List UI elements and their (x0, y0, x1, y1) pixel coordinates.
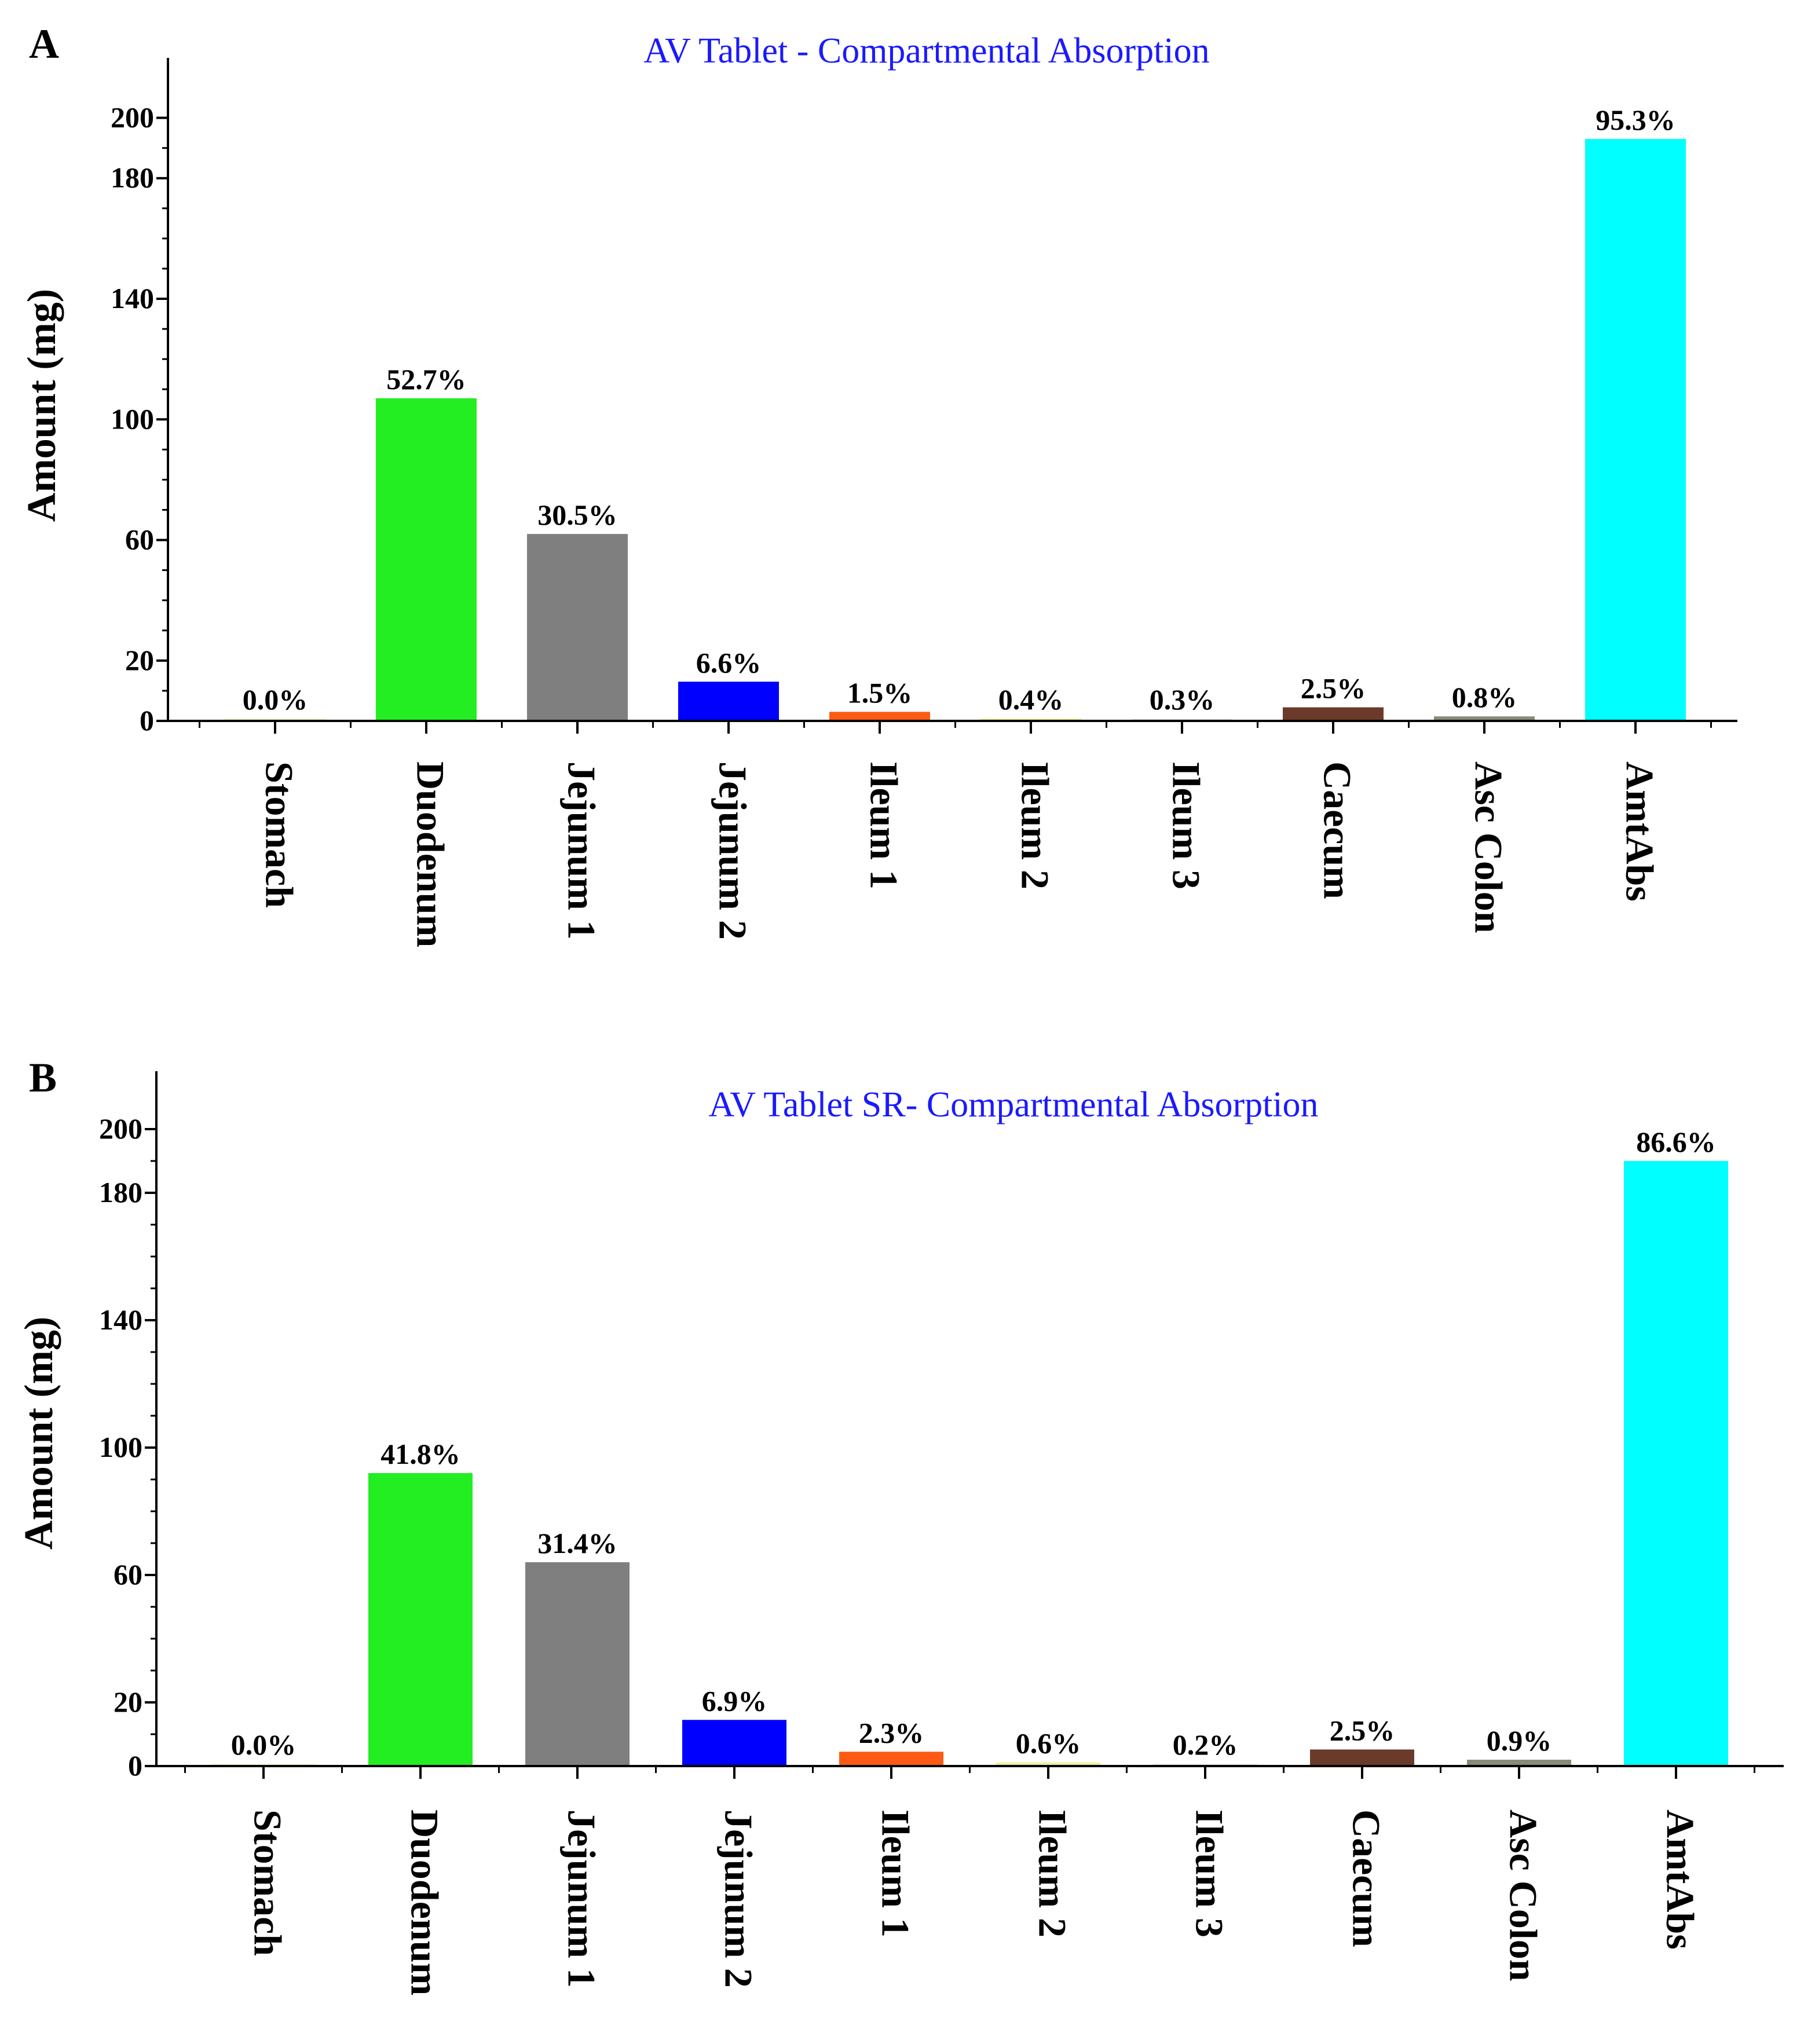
data-label: 6.6% (696, 646, 762, 679)
data-label: 52.7% (386, 363, 466, 395)
bar-asc-colon (1434, 716, 1535, 721)
x-tick-label: AmtAbs (1618, 761, 1662, 902)
data-label: 6.9% (702, 1684, 767, 1717)
data-label: 2.3% (859, 1716, 924, 1749)
x-tick-label: Jejunum 1 (559, 1809, 603, 1988)
x-tick-label: Jejunum 2 (716, 1809, 760, 1988)
y-axis-label: Amount (mg) (20, 289, 64, 522)
x-tick-label: Ileum 1 (862, 761, 906, 889)
x-tick-label: Duodenum (402, 1809, 447, 1995)
data-label: 0.0% (243, 683, 308, 716)
y-tick-label: 60 (125, 523, 154, 556)
bar-amtabs (1624, 1161, 1728, 1766)
chart-title: AV Tablet SR- Compartmental Absorption (708, 1085, 1318, 1124)
panel-a: A AV Tablet - Compartmental Absorption Amo… (20, 21, 1737, 947)
x-tick-label: Asc Colon (1466, 761, 1510, 933)
y-axis-label: Amount (mg) (17, 1317, 61, 1550)
bar-jejunum-1 (527, 534, 628, 721)
y-tick-label: 0 (140, 704, 154, 737)
x-tick-label: Asc Colon (1501, 1809, 1545, 1981)
y-tick-label: 180 (111, 162, 154, 194)
data-label: 0.2% (1173, 1728, 1238, 1761)
x-tick-label: AmtAbs (1658, 1809, 1702, 1950)
y-tick-label: 20 (125, 644, 154, 676)
bar-ileum-1 (829, 712, 930, 721)
data-label: 2.5% (1301, 672, 1366, 705)
bar-amtabs (1585, 139, 1686, 721)
panel-letter: A (29, 21, 59, 67)
y-tick-label: 140 (99, 1303, 142, 1336)
x-tick-label: Jejunum 1 (559, 761, 603, 940)
y-tick-label: 140 (111, 282, 154, 314)
y-tick-label: 180 (99, 1176, 142, 1208)
bar-duodenum (368, 1473, 473, 1766)
x-tick-label: Stomach (246, 1809, 290, 1956)
y-tick-label: 0 (128, 1749, 142, 1782)
data-label: 0.0% (231, 1728, 297, 1761)
data-label: 31.4% (537, 1527, 617, 1559)
data-label: 30.5% (537, 499, 617, 531)
x-tick-label: Jejunum 2 (711, 761, 755, 940)
y-tick-label: 200 (111, 101, 154, 134)
y-tick-label: 200 (99, 1112, 142, 1145)
x-tick-label: Caecum (1344, 1809, 1388, 1947)
data-label: 0.9% (1487, 1724, 1552, 1757)
data-label: 95.3% (1596, 104, 1675, 136)
bar-caecum (1310, 1749, 1414, 1766)
x-tick-label: Stomach (257, 761, 301, 908)
data-label: 0.6% (1016, 1727, 1081, 1759)
bar-ileum-2 (980, 718, 1081, 721)
x-tick-label: Duodenum (408, 761, 452, 947)
bar-ileum-1 (839, 1752, 943, 1766)
x-tick-label: Ileum 2 (1030, 1809, 1074, 1937)
x-tick-label: Caecum (1315, 761, 1359, 899)
bar-duodenum (376, 398, 477, 721)
data-label: 1.5% (847, 676, 913, 709)
panel-letter: B (29, 1054, 57, 1101)
y-tick-label: 20 (114, 1686, 142, 1718)
bar-jejunum-1 (525, 1562, 630, 1766)
bar-jejunum-2 (678, 682, 779, 721)
bar-ileum-2 (996, 1762, 1100, 1766)
data-label: 41.8% (380, 1438, 460, 1470)
chart-title: AV Tablet - Compartmental Absorption (643, 31, 1209, 71)
data-label: 86.6% (1636, 1126, 1716, 1158)
x-tick-label: Ileum 3 (1164, 761, 1208, 889)
bar-caecum (1283, 707, 1384, 721)
data-label: 0.8% (1452, 681, 1517, 713)
y-tick-label: 100 (111, 402, 154, 435)
data-label: 2.5% (1330, 1714, 1395, 1746)
data-label: 0.4% (998, 683, 1064, 716)
data-label: 0.3% (1150, 683, 1215, 716)
x-tick-label: Ileum 3 (1187, 1809, 1231, 1937)
bar-jejunum-2 (682, 1720, 786, 1766)
y-tick-label: 100 (99, 1431, 142, 1463)
panel-b: B AV Tablet SR- Compartmental Absorption A… (17, 1054, 1784, 1995)
x-tick-label: Ileum 2 (1013, 761, 1057, 889)
x-tick-label: Ileum 1 (873, 1809, 917, 1937)
bar-asc-colon (1467, 1760, 1571, 1766)
y-tick-label: 60 (114, 1558, 142, 1591)
